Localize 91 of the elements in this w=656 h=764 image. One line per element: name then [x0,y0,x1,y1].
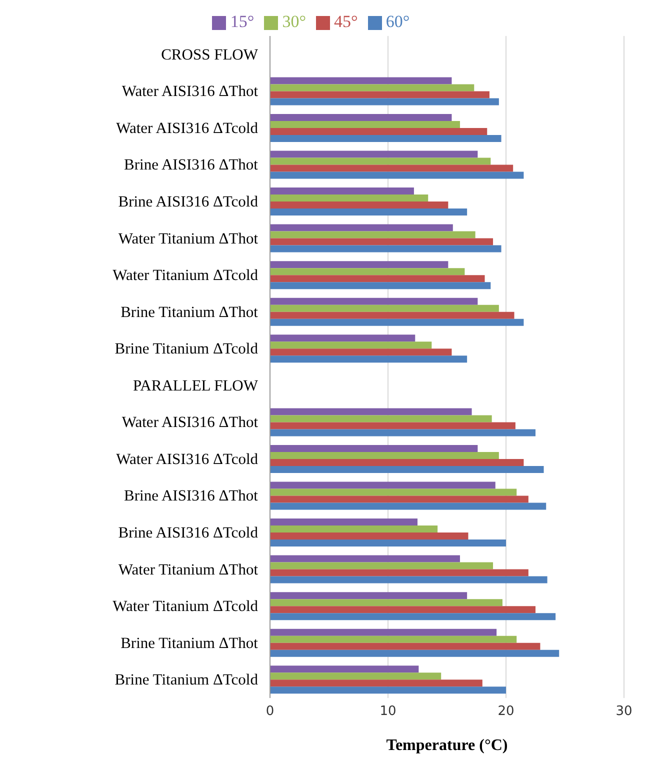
y-tick-label: Brine Titanium ΔTcold [114,672,258,689]
bar [270,532,468,540]
y-tick-label: Water Titanium ΔThot [118,561,259,578]
bar [270,452,499,459]
y-tick-label: Brine AISI316 ΔTcold [118,194,258,210]
bar [270,188,414,195]
bar [270,666,419,673]
bar [270,562,494,570]
bar [270,680,482,687]
bar [270,150,478,158]
bar [270,488,517,496]
bar [270,282,491,290]
bar [270,238,494,246]
bar [270,496,528,503]
bar [270,518,418,526]
bar [270,77,452,84]
bar [270,312,514,319]
bar [270,245,502,252]
bar [270,348,452,356]
bar [270,334,416,342]
legend-label: 60° [386,12,410,31]
x-tick-label: 10 [380,704,396,720]
y-tick-label: Brine Titanium ΔThot [120,634,259,652]
bar [270,194,428,202]
bar [270,134,502,142]
x-axis-title: Temperature (°C) [386,737,508,754]
bar [270,606,536,614]
y-tick-label: Brine AISI316 ΔThot [124,488,259,505]
x-tick-label: 20 [498,704,514,720]
bar [270,613,556,620]
bar [270,224,453,232]
bar [270,84,474,92]
legend-label: 15° [230,12,254,31]
y-tick-label: Brine AISI316 ΔThot [124,156,259,174]
bar [270,114,452,121]
bar [270,422,516,430]
legend-label: 30° [282,12,306,31]
bar [270,576,548,584]
bar [270,686,506,694]
bar [270,98,499,106]
bar [270,672,442,680]
bar [270,415,492,422]
bar [270,208,468,216]
bar [270,202,448,209]
bar [270,429,536,436]
bar [270,261,448,268]
bar [270,318,524,326]
bar [270,628,497,636]
bar [270,502,546,510]
bar [270,342,432,349]
y-tick-label: Brine Titanium ΔTcold [114,340,258,358]
bar [270,231,476,238]
y-tick-label: Brine AISI316 ΔTcold [118,524,258,542]
bar [270,356,468,363]
bar [270,304,499,312]
bar [270,650,560,657]
bar [270,268,465,276]
bar [270,642,540,650]
y-tick-label: Water Titanium ΔTcold [112,598,258,616]
bar [270,408,472,416]
bar [270,599,502,606]
bar [270,120,460,128]
x-tick-label: 30 [616,704,632,720]
bar [270,298,478,305]
x-tick-label: 0 [266,704,274,720]
y-tick-label: CROSS FLOW [161,46,258,64]
bar [270,172,524,179]
y-tick-label: Water Titanium ΔTcold [112,267,258,284]
bar [270,592,468,600]
y-tick-label: Water Titanium ΔThot [118,230,259,248]
y-tick-label: Water AISI316 ΔThot [122,83,259,100]
bar [270,458,524,466]
y-tick-label: Water AISI316 ΔTcold [116,450,258,468]
bar [270,275,485,282]
bar [270,158,491,165]
bar [270,540,506,547]
bar [270,128,488,135]
bar [270,91,490,98]
bar [270,636,517,643]
y-tick-label: Water AISI316 ΔTcold [116,120,258,137]
bar [270,569,528,576]
y-tick-label: Water AISI316 ΔThot [122,414,259,432]
bar [270,444,478,452]
bar [270,466,544,473]
bar [270,482,496,489]
bar [270,555,460,562]
bar [270,164,514,172]
y-tick-label: Brine Titanium ΔThot [120,304,259,321]
bar [270,526,438,533]
y-tick-label: PARALLEL FLOW [132,377,258,394]
legend-label: 45° [334,12,358,31]
